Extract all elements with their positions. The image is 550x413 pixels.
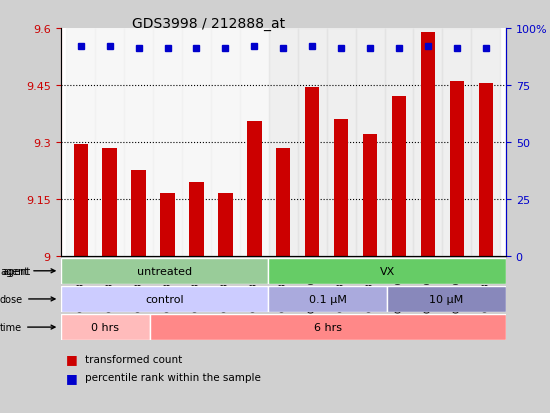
- Text: percentile rank within the sample: percentile rank within the sample: [85, 373, 261, 382]
- Text: 6 hrs: 6 hrs: [314, 322, 342, 332]
- Bar: [74, 145, 88, 256]
- Text: ■: ■: [66, 371, 78, 384]
- Text: VX: VX: [379, 266, 395, 276]
- Text: untreated: untreated: [137, 266, 192, 276]
- Bar: [153, 29, 182, 256]
- Text: control: control: [145, 294, 184, 304]
- Bar: [131, 171, 146, 256]
- Text: agent: agent: [0, 266, 55, 276]
- FancyBboxPatch shape: [268, 258, 506, 284]
- Bar: [421, 33, 435, 256]
- FancyBboxPatch shape: [150, 314, 506, 340]
- Bar: [392, 97, 406, 256]
- Text: transformed count: transformed count: [85, 354, 183, 364]
- Bar: [160, 194, 175, 256]
- Bar: [247, 122, 262, 256]
- Bar: [471, 29, 500, 256]
- Bar: [384, 29, 414, 256]
- FancyBboxPatch shape: [60, 258, 268, 284]
- Bar: [240, 29, 269, 256]
- Bar: [414, 29, 442, 256]
- Bar: [449, 82, 464, 256]
- Text: time: time: [0, 322, 55, 332]
- Bar: [67, 29, 95, 256]
- FancyBboxPatch shape: [60, 286, 268, 312]
- Text: ■: ■: [66, 352, 78, 366]
- Bar: [334, 120, 348, 256]
- Bar: [442, 29, 471, 256]
- Bar: [355, 29, 384, 256]
- Bar: [182, 29, 211, 256]
- Text: agent: agent: [3, 266, 31, 276]
- Text: dose: dose: [0, 294, 55, 304]
- Bar: [363, 135, 377, 256]
- Bar: [211, 29, 240, 256]
- FancyBboxPatch shape: [268, 286, 387, 312]
- FancyBboxPatch shape: [60, 314, 150, 340]
- Bar: [298, 29, 327, 256]
- Bar: [102, 148, 117, 256]
- Bar: [124, 29, 153, 256]
- Bar: [189, 182, 204, 256]
- Bar: [276, 148, 290, 256]
- Bar: [218, 194, 233, 256]
- Bar: [478, 84, 493, 256]
- Text: GDS3998 / 212888_at: GDS3998 / 212888_at: [133, 17, 285, 31]
- Bar: [305, 88, 320, 256]
- Text: 0 hrs: 0 hrs: [91, 322, 119, 332]
- Text: 10 μM: 10 μM: [430, 294, 464, 304]
- Bar: [95, 29, 124, 256]
- Text: 0.1 μM: 0.1 μM: [309, 294, 346, 304]
- Bar: [327, 29, 355, 256]
- Bar: [269, 29, 298, 256]
- FancyBboxPatch shape: [387, 286, 506, 312]
